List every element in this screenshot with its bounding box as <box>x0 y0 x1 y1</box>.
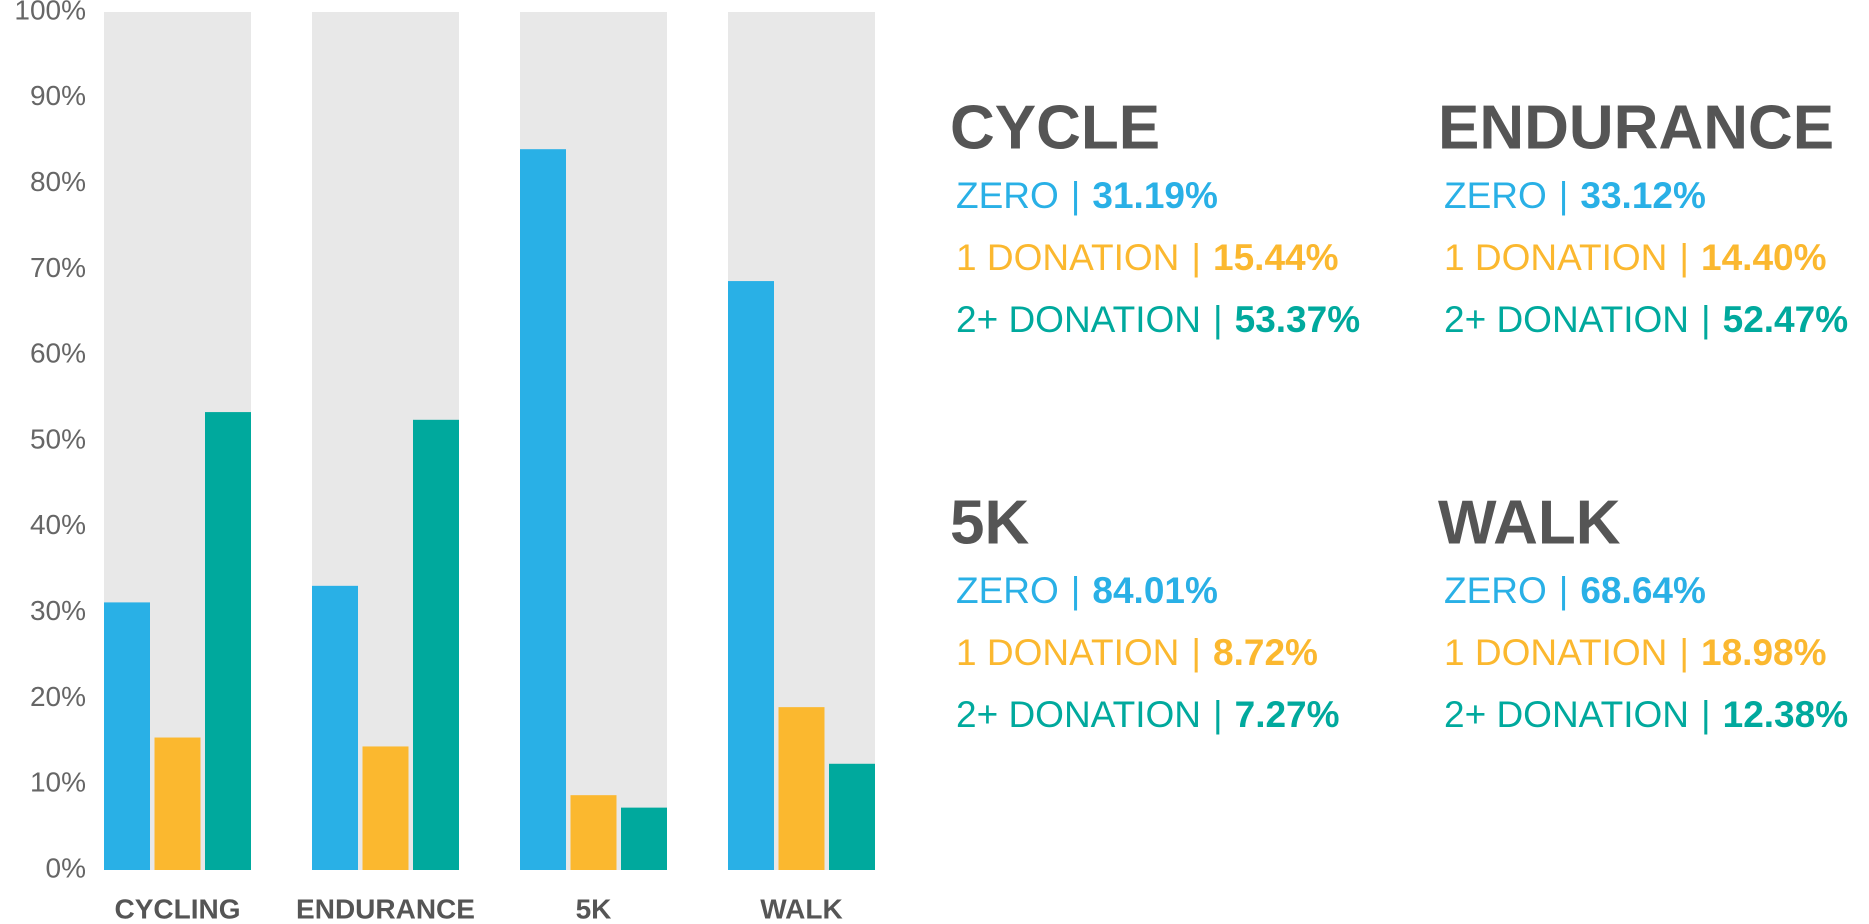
panel-line: 2+ DONATION | 12.38% <box>1444 694 1848 735</box>
separator: | <box>1191 237 1201 278</box>
y-tick-label: 60% <box>30 338 86 369</box>
bar <box>362 746 409 870</box>
value-label: 18.98% <box>1701 632 1827 673</box>
value-label: 33.12% <box>1580 175 1706 216</box>
y-tick-label: 20% <box>30 681 86 712</box>
y-tick-label: 50% <box>30 423 86 454</box>
series-name: 1 DONATION <box>956 237 1179 278</box>
value-label: 84.01% <box>1092 570 1218 611</box>
separator: | <box>1559 570 1569 611</box>
value-label: 68.64% <box>1580 570 1706 611</box>
panel-title: 5K <box>950 488 1029 557</box>
y-tick-label: 90% <box>30 80 86 111</box>
y-tick-label: 40% <box>30 509 86 540</box>
separator: | <box>1191 632 1201 673</box>
series-name: 2+ DONATION <box>1444 694 1689 735</box>
series-name: 1 DONATION <box>1444 632 1667 673</box>
series-name: 2+ DONATION <box>956 694 1201 735</box>
y-tick-label: 70% <box>30 252 86 283</box>
value-label: 7.27% <box>1235 694 1340 735</box>
panel-title: CYCLE <box>950 93 1160 162</box>
y-tick-label: 30% <box>30 595 86 626</box>
bar <box>104 602 150 870</box>
bar <box>728 281 774 870</box>
x-tick-label: ENDURANCE <box>296 893 475 924</box>
panel-line: 1 DONATION | 18.98% <box>1444 632 1827 673</box>
series-name: 1 DONATION <box>1444 237 1667 278</box>
separator: | <box>1071 175 1081 216</box>
bar <box>413 419 459 870</box>
separator: | <box>1679 237 1689 278</box>
series-name: ZERO <box>1444 570 1547 611</box>
y-tick-label: 100% <box>14 0 86 25</box>
x-tick-label: 5K <box>576 893 612 924</box>
x-tick-label: CYCLING <box>115 893 241 924</box>
panel-line: ZERO | 68.64% <box>1444 570 1706 611</box>
y-tick-label: 0% <box>46 852 86 883</box>
value-label: 8.72% <box>1213 632 1318 673</box>
bar <box>154 737 201 870</box>
bar <box>205 412 251 870</box>
series-name: ZERO <box>956 570 1059 611</box>
panel-line: ZERO | 31.19% <box>956 175 1218 216</box>
value-label: 15.44% <box>1213 237 1339 278</box>
series-name: 2+ DONATION <box>1444 299 1689 340</box>
separator: | <box>1559 175 1569 216</box>
panel-line: 2+ DONATION | 53.37% <box>956 299 1360 340</box>
separator: | <box>1213 694 1223 735</box>
panel-line: 1 DONATION | 15.44% <box>956 237 1339 278</box>
series-name: 1 DONATION <box>956 632 1179 673</box>
panel-line: 2+ DONATION | 7.27% <box>956 694 1340 735</box>
y-tick-label: 10% <box>30 767 86 798</box>
separator: | <box>1071 570 1081 611</box>
bar <box>621 807 667 870</box>
series-name: ZERO <box>956 175 1059 216</box>
panel-line: 2+ DONATION | 52.47% <box>1444 299 1848 340</box>
panel-line: 1 DONATION | 14.40% <box>1444 237 1827 278</box>
value-label: 31.19% <box>1092 175 1218 216</box>
separator: | <box>1701 694 1711 735</box>
panel-line: ZERO | 33.12% <box>1444 175 1706 216</box>
x-tick-label: WALK <box>760 893 842 924</box>
panel-title: ENDURANCE <box>1438 93 1834 162</box>
value-label: 14.40% <box>1701 237 1827 278</box>
bar <box>829 763 875 870</box>
series-name: 2+ DONATION <box>956 299 1201 340</box>
bar <box>778 707 825 870</box>
value-label: 52.47% <box>1723 299 1849 340</box>
bar <box>520 149 566 870</box>
bar <box>312 585 358 870</box>
series-name: ZERO <box>1444 175 1547 216</box>
panel-title: WALK <box>1438 488 1621 557</box>
value-label: 53.37% <box>1235 299 1361 340</box>
separator: | <box>1679 632 1689 673</box>
separator: | <box>1213 299 1223 340</box>
separator: | <box>1701 299 1711 340</box>
y-tick-label: 80% <box>30 166 86 197</box>
panel-line: ZERO | 84.01% <box>956 570 1218 611</box>
panel-line: 1 DONATION | 8.72% <box>956 632 1318 673</box>
bar <box>570 795 617 870</box>
value-label: 12.38% <box>1723 694 1849 735</box>
